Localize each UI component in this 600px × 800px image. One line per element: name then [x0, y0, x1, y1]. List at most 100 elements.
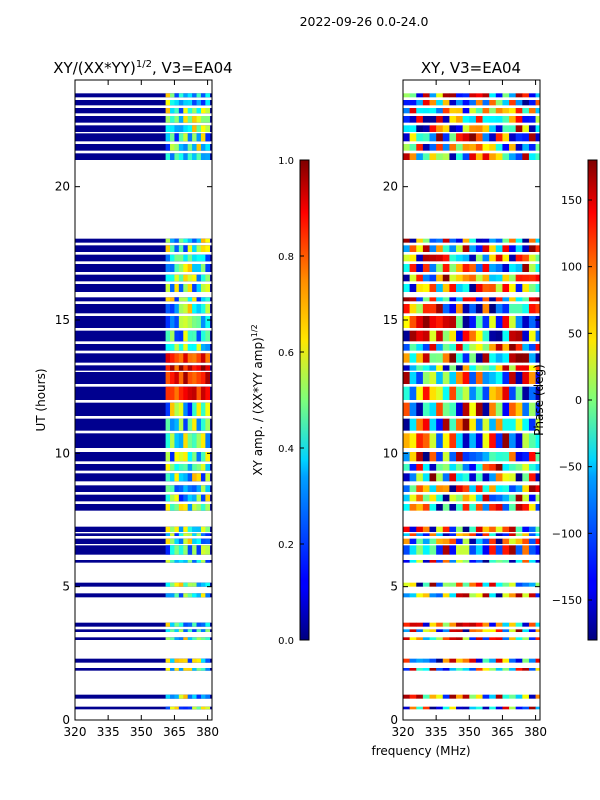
heat-cell [515, 116, 523, 123]
heat-cell [462, 418, 470, 431]
left-title-sup: 1/2 [136, 59, 152, 70]
data-band [403, 238, 540, 243]
heat-cell [403, 473, 410, 482]
heat-cell [528, 297, 536, 302]
heat-cell [174, 133, 180, 142]
heat-cell [482, 144, 490, 151]
heat-cell [469, 304, 477, 314]
heat-cell [522, 473, 530, 482]
heat-cell [436, 494, 444, 502]
heat-cell [165, 284, 171, 292]
band-base [75, 526, 212, 532]
heat-cell [416, 144, 424, 151]
heat-cell [429, 494, 437, 502]
data-band [403, 344, 540, 351]
right-panel-title: XY, V3=EA04 [421, 59, 521, 77]
heat-cell [528, 526, 536, 532]
heat-cell [170, 545, 175, 555]
heat-cell [178, 284, 184, 292]
heat-cell [422, 304, 430, 314]
heat-cell [200, 238, 206, 243]
heat-cell [174, 622, 180, 627]
heat-cell [196, 245, 202, 252]
band-base [75, 93, 212, 98]
heat-cell [416, 658, 424, 663]
heat-cell [449, 629, 457, 632]
heat-cell [489, 418, 497, 431]
heat-cell [187, 386, 193, 400]
heat-cell [165, 125, 171, 132]
heat-cell [528, 629, 536, 632]
heat-cell [462, 545, 470, 555]
heat-cell [416, 668, 424, 671]
heat-cell [449, 108, 457, 114]
heat-cell [429, 274, 437, 282]
heat-cell [187, 353, 193, 363]
heat-cell [462, 504, 470, 511]
heat-cell [515, 133, 523, 142]
heat-cell [192, 485, 197, 492]
data-band [75, 452, 212, 462]
heat-cell [442, 133, 450, 142]
heat-cell [436, 344, 444, 351]
heat-cell [165, 316, 171, 328]
heat-cell [165, 245, 171, 252]
heat-cell [462, 133, 470, 142]
heat-cell [183, 245, 188, 252]
heat-cell [475, 264, 483, 272]
heat-cell [495, 433, 503, 448]
band-base [75, 533, 212, 536]
heat-cell [495, 694, 503, 699]
heat-cell [482, 304, 490, 314]
heat-cell [469, 274, 477, 282]
heat-cell [174, 153, 180, 160]
heat-cell [422, 386, 430, 400]
heat-cell [489, 330, 497, 342]
data-band [403, 533, 540, 536]
band-base [75, 304, 212, 314]
heat-cell [522, 622, 530, 627]
heat-cell [528, 538, 536, 544]
heat-cell [522, 304, 530, 314]
heat-cell [170, 473, 175, 482]
band-base [75, 238, 212, 243]
heat-cell [535, 433, 540, 448]
heat-cell [436, 297, 444, 302]
band-base [75, 125, 212, 132]
heat-cell [205, 668, 211, 671]
heat-cell [436, 593, 444, 598]
heat-cell [429, 593, 437, 598]
heat-cell [509, 433, 516, 448]
heat-cell [409, 254, 417, 262]
heat-cell [509, 153, 516, 160]
heat-cell [456, 526, 463, 532]
heat-cell [200, 485, 206, 492]
heat-cell [462, 538, 470, 544]
heat-cell [192, 504, 197, 511]
heat-cell [196, 153, 202, 160]
heat-cell [183, 433, 188, 448]
heat-cell [200, 365, 206, 371]
heat-cell [522, 402, 530, 416]
heat-cell [436, 622, 444, 627]
heat-cell [489, 304, 497, 314]
colorbar-tick-label: 0.8 [278, 252, 294, 263]
heat-cell [489, 245, 497, 252]
data-band [403, 560, 540, 563]
heat-cell [469, 386, 477, 400]
heat-cell [403, 629, 410, 632]
heat-cell [522, 545, 530, 555]
heat-cell [200, 297, 206, 302]
heat-cell [528, 485, 536, 492]
heat-cell [429, 637, 437, 640]
heat-cell [489, 284, 497, 292]
heat-cell [509, 658, 516, 663]
heat-cell [429, 668, 437, 671]
heat-cell [422, 658, 430, 663]
colorbar-tick-label: 0.4 [278, 444, 294, 455]
heat-cell [456, 629, 463, 632]
heat-cell [482, 365, 490, 371]
heat-cell [515, 330, 523, 342]
heat-cell [475, 125, 483, 132]
heat-cell [165, 629, 171, 632]
